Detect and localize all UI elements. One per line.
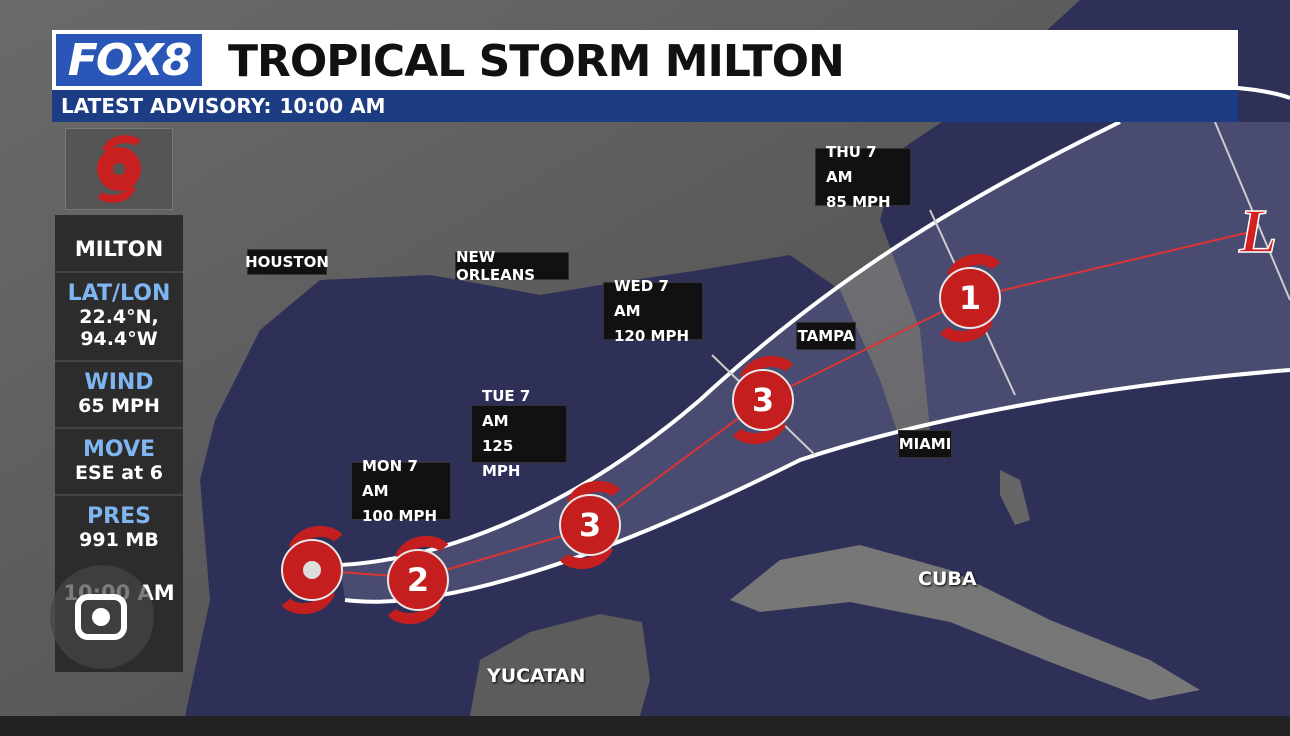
lens-icon [75,594,127,640]
cuba-land [730,545,1200,700]
storm-name: MILTON [74,237,164,261]
header: FOX8 TROPICAL STORM MILTON [52,30,1238,90]
field-label: WIND [55,360,183,395]
field-value: ESE at 6 [75,462,163,484]
forecast-box: TUE 7 AM 125 MPH [471,387,567,480]
advisory-bar: LATEST ADVISORY: 10:00 AM [52,90,1238,122]
storm-marker [387,549,449,611]
field-value: 65 MPH [78,395,160,417]
storm-marker [939,267,1001,329]
field-value: 22.4°N, [79,306,159,328]
forecast-wind: 85 MPH [826,192,891,211]
storm-eye [303,561,321,579]
forecast-box: WED 7 AM 120 MPH [603,277,703,345]
forecast-time: THU 7 AM [826,142,877,186]
lens-button[interactable] [50,565,154,669]
storm-category: 3 [579,506,601,544]
advisory-label: LATEST ADVISORY: [61,94,272,118]
field-label: PRES [55,494,183,529]
bahamas [1000,470,1030,525]
forecast-time: WED 7 AM [614,276,669,320]
title: TROPICAL STORM MILTON [228,36,845,87]
storm-marker [732,369,794,431]
place-label: CUBA [918,568,977,590]
forecast-wind: 100 MPH [362,506,438,525]
storm-icon-box [65,128,173,210]
storm-category: 2 [407,561,429,599]
place-label: MIAMI [898,430,952,458]
forecast-box: MON 7 AM 100 MPH [351,457,451,525]
advisory-time: 10:00 AM [279,94,386,118]
place-label: YUCATAN [487,665,586,687]
low-marker: L [1238,198,1277,266]
field-label: LAT/LON [55,271,183,306]
forecast-cone [340,122,1290,602]
forecast-wind: 120 MPH [614,326,690,345]
storm-marker [559,494,621,556]
storm-category: 1 [959,279,981,317]
place-label: HOUSTON [245,249,329,275]
logo: FOX8 [56,34,202,86]
field-value: 991 MB [79,529,159,551]
cone-edge [1237,86,1290,100]
storm-icon [97,135,141,203]
place-label: NEW ORLEANS [455,248,569,284]
forecast-time: TUE 7 AM [482,387,531,430]
bottom-bar [0,716,1290,736]
storm-category: 3 [752,381,774,419]
yucatan-land [470,614,650,716]
forecast-box: THU 7 AM 85 MPH [815,143,911,211]
field-label: MOVE [55,427,183,462]
field-value: 94.4°W [80,328,158,350]
forecast-wind: 125 MPH [482,437,521,480]
cone-edge [344,368,1290,604]
place-label: TAMPA [796,322,856,350]
forecast-time: MON 7 AM [362,456,418,500]
